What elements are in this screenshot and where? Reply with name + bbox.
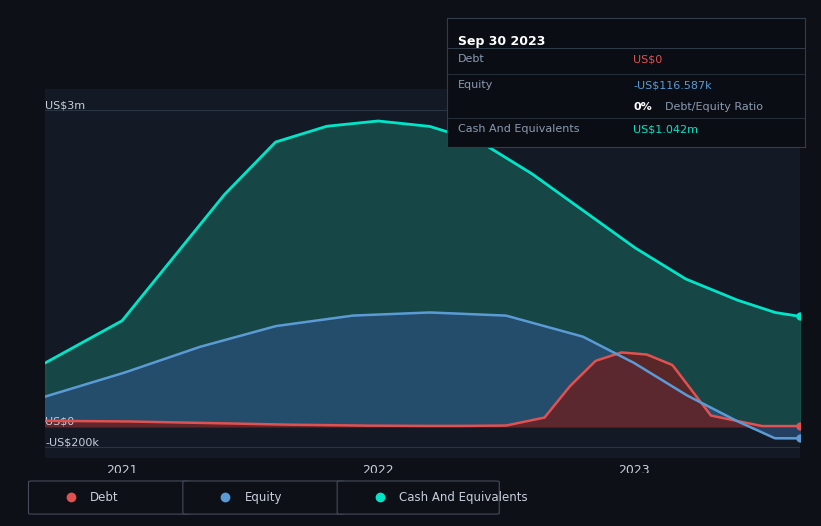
Text: US$0: US$0 bbox=[45, 416, 75, 426]
Text: Cash And Equivalents: Cash And Equivalents bbox=[399, 491, 528, 503]
Text: US$1.042m: US$1.042m bbox=[633, 124, 698, 134]
Text: Debt: Debt bbox=[90, 491, 119, 503]
Text: 2021: 2021 bbox=[106, 464, 138, 477]
Text: US$0: US$0 bbox=[633, 55, 663, 65]
Text: Equity: Equity bbox=[245, 491, 282, 503]
FancyBboxPatch shape bbox=[29, 481, 190, 514]
FancyBboxPatch shape bbox=[183, 481, 345, 514]
Text: Debt: Debt bbox=[458, 55, 485, 65]
Text: -US$200k: -US$200k bbox=[45, 437, 99, 447]
Text: Cash And Equivalents: Cash And Equivalents bbox=[458, 124, 580, 134]
FancyBboxPatch shape bbox=[337, 481, 499, 514]
Text: Debt/Equity Ratio: Debt/Equity Ratio bbox=[665, 102, 764, 112]
Text: 0%: 0% bbox=[633, 102, 652, 112]
Text: -US$116.587k: -US$116.587k bbox=[633, 80, 712, 90]
Text: 2023: 2023 bbox=[618, 464, 650, 477]
Text: US$3m: US$3m bbox=[45, 100, 85, 110]
Text: 2022: 2022 bbox=[362, 464, 394, 477]
Text: Equity: Equity bbox=[458, 80, 493, 90]
Text: Sep 30 2023: Sep 30 2023 bbox=[458, 35, 545, 48]
